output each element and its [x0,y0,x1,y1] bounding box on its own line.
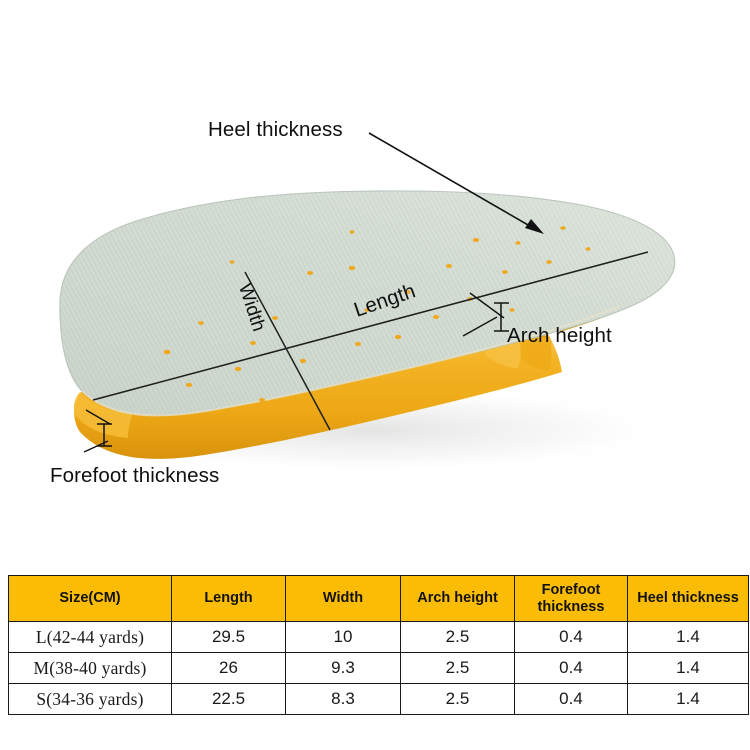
length-measure-line [92,251,649,401]
header-size: Size(CM) [8,575,172,622]
table-row: L(42-44 yards) 29.5 10 2.5 0.4 1.4 [8,621,749,653]
cell-heel-thickness: 1.4 [627,652,749,684]
width-measure-line [244,271,331,431]
cell-arch-height: 2.5 [400,683,515,715]
insole-diagram-svg [59,132,680,474]
header-arch-height: Arch height [400,575,515,622]
insole-arch-notch [520,334,552,370]
size-spec-table: Size(CM) Length Width Arch height Forefo… [8,575,749,715]
cell-heel-thickness: 1.4 [627,683,749,715]
table-header-row: Size(CM) Length Width Arch height Forefo… [8,575,749,622]
cell-size: L(42-44 yards) [8,621,172,653]
insole-toe-foam-edge [73,392,132,438]
cell-forefoot-thickness: 0.4 [514,652,628,684]
callout-heel-thickness: Heel thickness [208,118,343,141]
cell-width: 10 [285,621,401,653]
cell-length: 22.5 [171,683,286,715]
cell-size: M(38-40 yards) [8,652,172,684]
arch-height-leader-lower [462,316,498,337]
insole-illustration: Heel thickness Arch height Forefoot thic… [50,118,680,487]
table-row: M(38-40 yards) 26 9.3 2.5 0.4 1.4 [8,652,749,684]
cell-width: 8.3 [285,683,401,715]
heel-thickness-leader [368,132,536,230]
heel-thickness-arrowhead [525,219,544,234]
header-forefoot-thickness: Forefoot thickness [514,575,628,622]
forefoot-thickness-leader-upper [85,409,111,425]
arch-height-leader-upper [469,292,505,319]
insole-seam-line [81,305,621,417]
header-heel-thickness: Heel thickness [627,575,749,622]
cell-length: 26 [171,652,286,684]
callout-arch-height: Arch height [507,324,612,347]
insole-foam-sidewall [74,334,562,459]
header-length: Length [171,575,286,622]
cell-arch-height: 2.5 [400,652,515,684]
cell-arch-height: 2.5 [400,621,515,653]
cell-forefoot-thickness: 0.4 [514,621,628,653]
callout-forefoot-thickness: Forefoot thickness [50,464,220,487]
header-width: Width [285,575,401,622]
cell-length: 29.5 [171,621,286,653]
cell-size: S(34-36 yards) [8,683,172,715]
cell-heel-thickness: 1.4 [627,621,749,653]
cell-width: 9.3 [285,652,401,684]
cell-forefoot-thickness: 0.4 [514,683,628,715]
insole-perforations [163,226,591,402]
table-row: S(34-36 yards) 22.5 8.3 2.5 0.4 1.4 [8,683,749,715]
